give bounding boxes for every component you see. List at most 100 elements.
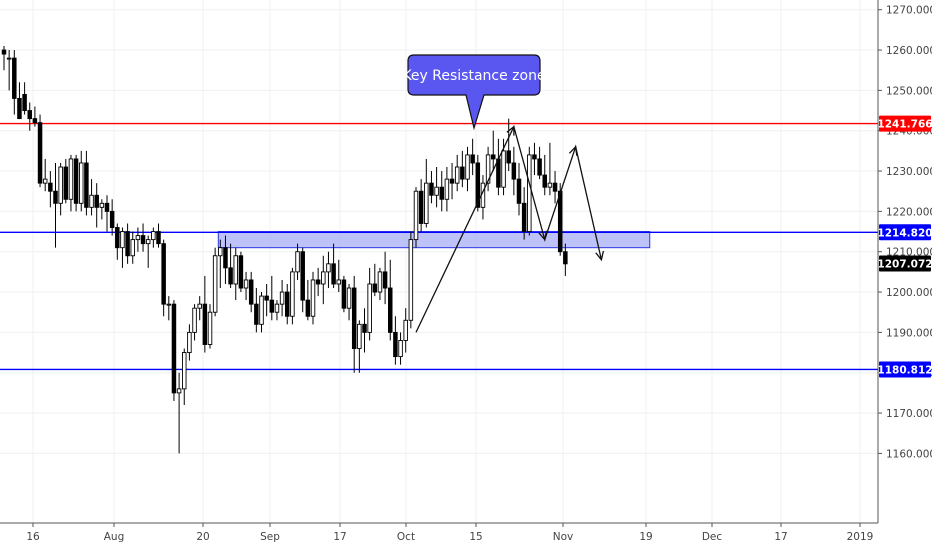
x-tick-label: 19 [639, 531, 652, 543]
trend-arrowhead [538, 230, 548, 242]
candle-body-up [444, 178, 450, 200]
candle-body-down [382, 271, 388, 289]
candle-body-down [73, 158, 79, 204]
candle-body-down [84, 162, 89, 208]
y-tick-label: 1270.000 [886, 5, 932, 17]
candle-body-down [388, 287, 393, 333]
candle-body-up [321, 271, 326, 285]
candle-body-up [145, 239, 151, 245]
candle-body-up [367, 283, 372, 333]
price-levels [0, 122, 878, 371]
price-level-badge-bg [879, 224, 931, 241]
candle-body-up [68, 158, 74, 200]
candle-body-down [223, 247, 228, 269]
x-tick-labels: 16 Aug 20 Sep 17 Oct 15 Nov 19 Dec 17 2019 [26, 523, 873, 543]
candle-body-up [176, 388, 182, 394]
candle-body-down [362, 323, 367, 333]
x-tick-label: Oct [397, 531, 415, 543]
candle-body-down [32, 118, 38, 124]
candle-body-up [6, 57, 12, 60]
candle-body-down [475, 162, 481, 208]
candle-body-up [326, 263, 331, 273]
candle-body-up [547, 182, 553, 188]
candle-body-down [27, 110, 33, 120]
candle-body-down [202, 303, 208, 345]
y-tick-label: 1220.000 [886, 206, 932, 218]
candle-body-down [53, 190, 58, 204]
trend-arrowhead [568, 145, 578, 156]
candle-body-down [248, 279, 254, 305]
candle-body-down [331, 263, 336, 285]
x-tick-label: Dec [702, 531, 723, 543]
candle-body-down [156, 231, 161, 245]
candle-body-down [269, 299, 275, 313]
candle-body-down [429, 182, 434, 196]
candle-body-up [151, 231, 156, 241]
candle-body-up [212, 255, 218, 313]
candle-body-up [192, 307, 197, 333]
candle-body-up [434, 186, 439, 196]
zone-rect [217, 231, 651, 249]
candle-body-down [125, 231, 130, 257]
candle-body-up [274, 303, 280, 313]
x-tick-label: Nov [553, 531, 574, 543]
candle-body-down [115, 227, 120, 249]
callout-bubble [407, 54, 541, 131]
candle-body-up [398, 340, 403, 358]
candle-body-up [424, 182, 429, 224]
candle-body-up [218, 247, 223, 257]
candle-body-up [377, 271, 383, 293]
candle-body-down [557, 190, 563, 253]
trend-arrowhead [595, 250, 605, 262]
candle-body-up [501, 150, 506, 188]
price-level-badge: 1241.766 [877, 119, 932, 131]
candle-body-up [233, 255, 238, 285]
candle-body-down [48, 182, 53, 192]
candle-body-up [42, 178, 48, 184]
x-tick-label: 2019 [847, 531, 874, 543]
candle-body-down [537, 158, 542, 176]
candle-body-down [161, 243, 166, 305]
candle-body-up [197, 303, 202, 309]
candle-body-down [506, 150, 511, 164]
candle-body-down [104, 202, 110, 212]
candle-body-down [140, 235, 146, 245]
trend-arrowhead [506, 125, 515, 136]
x-tick-label: Aug [104, 531, 125, 543]
candle-body-down [491, 154, 496, 160]
candle-body-up [290, 271, 295, 317]
price-level-badge-bg [879, 361, 931, 378]
candle-body-up [243, 279, 249, 289]
x-tick-label: 17 [333, 531, 346, 543]
candle-body-down [1, 49, 7, 55]
x-tick-label: 17 [774, 531, 787, 543]
candle-body-up [357, 323, 362, 349]
y-tick-labels: 1160.0001170.0001180.0001190.0001200.000… [878, 5, 932, 460]
candle-body-up [336, 279, 342, 285]
candle-body-down [351, 287, 357, 349]
x-tick-label: 16 [26, 531, 40, 543]
candle-body-down [228, 267, 233, 285]
candle-body-up [527, 154, 532, 232]
candle-body-up [346, 287, 352, 309]
candle-body-down [439, 186, 445, 200]
y-tick-label: 1200.000 [886, 287, 932, 299]
candle-body-down [516, 178, 522, 204]
candle-body-up [207, 311, 213, 345]
candle-body-down [372, 283, 378, 293]
candle-body-down [94, 194, 99, 208]
candle-body-up [413, 190, 419, 241]
candle-body-down [285, 291, 290, 317]
x-tick-label: Sep [260, 531, 280, 543]
candle-body-down [171, 303, 177, 394]
candle-body-up [295, 251, 300, 273]
candle-body-down [449, 178, 455, 184]
candle-body-down [264, 295, 269, 301]
candle-body-up [99, 202, 105, 208]
trend-path [415, 124, 605, 333]
candle-body-up [187, 331, 192, 354]
candle-body-down [109, 210, 115, 228]
candle-body-up [465, 154, 470, 180]
candle-body-down [470, 154, 475, 164]
